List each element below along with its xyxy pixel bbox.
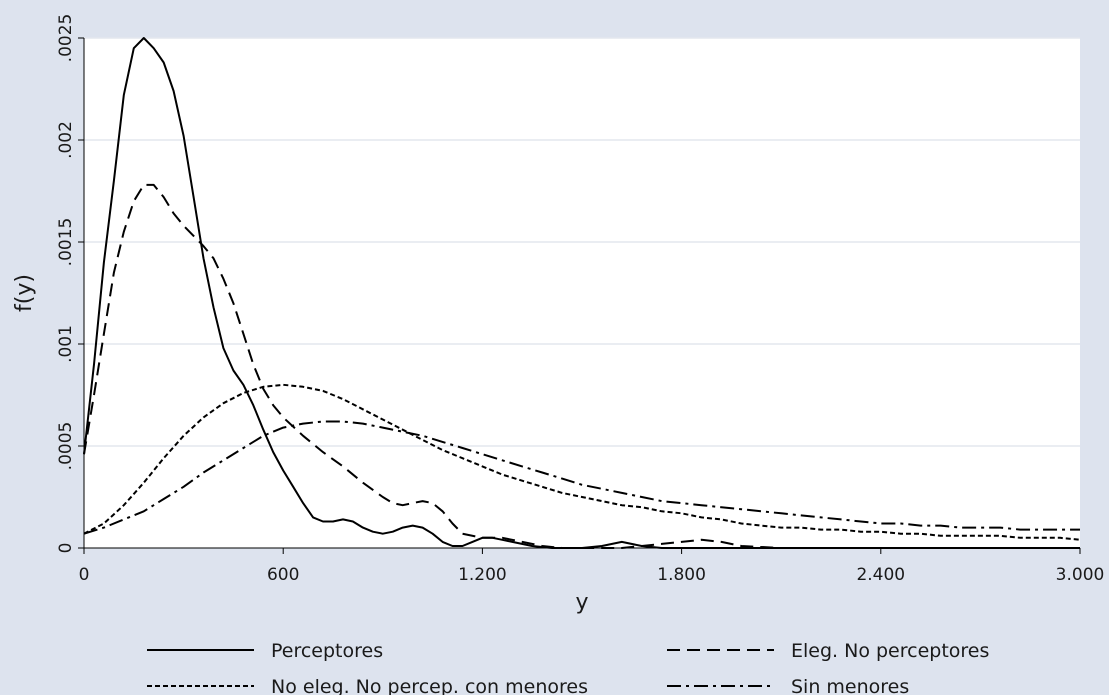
x-tick-label: 600 [267,565,299,585]
series-line-1 [83,37,1080,549]
y-tick-label: .0015 [56,218,76,267]
axes [78,37,1081,554]
y-tick-label: .0005 [56,422,76,471]
tick-labels: 0 600 1.200 1.800 2.400 3.000 0 .0005 .001 .0015.… [56,14,1104,585]
series-line-4 [83,420,1080,535]
y-axis-title: f(y) [12,274,37,312]
grid-lines [84,37,1080,447]
x-tick-label: 1.800 [657,565,706,585]
x-tick-label: 3.000 [1056,565,1105,585]
legend-label: Sin menores [791,676,909,695]
x-tick-label: 1.200 [458,565,507,585]
x-tick-label: 0 [79,565,90,585]
y-tick-label: .002 [56,121,76,159]
plot-area [84,38,1080,548]
y-tick-label: .001 [56,325,76,363]
legend-label: No eleg. No percep. con menores [271,676,588,695]
legend-label: Perceptores [271,640,383,662]
series-line-3 [83,383,1081,541]
legend: Perceptores Eleg. No perceptores No eleg. … [147,640,989,695]
y-tick-label: 0 [56,543,76,554]
x-axis-title: y [575,590,588,615]
legend-label: Eleg. No perceptores [791,640,989,662]
y-tick-label: .0025 [56,14,76,63]
x-tick-label: 2.400 [856,565,905,585]
